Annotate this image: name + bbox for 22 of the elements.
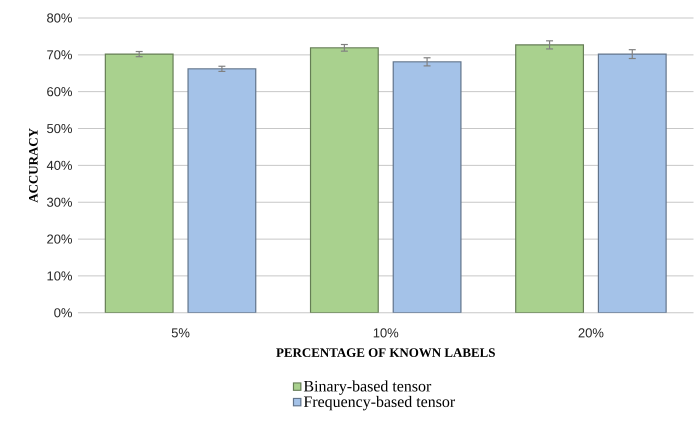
x-tick-label: 5% [172,328,190,338]
y-tick-label: 60% [47,87,72,96]
y-tick-label: 30% [47,198,72,207]
bar [187,68,256,313]
x-axis-title: PERCENTAGE OF KNOWN LABELS [276,348,495,358]
x-tick-label: 10% [374,328,398,338]
x-tick-label: 20% [578,328,604,338]
y-tick-label: 20% [47,234,72,244]
bar [515,44,584,313]
bar [310,47,379,313]
bar [104,54,174,313]
y-tick-label: 70% [47,50,72,60]
legend-label: Binary-based tensor [304,380,432,395]
y-tick-label: 40% [46,160,72,170]
legend-label: Frequency-based tensor [304,396,456,411]
y-tick-label: 0% [54,308,72,318]
y-tick-label: 80% [47,14,72,23]
bar [598,54,667,313]
y-tick-label: 10% [48,271,72,281]
y-tick-label: 50% [47,124,72,134]
bar [392,61,462,313]
y-axis-title: ACCURACY [28,128,38,203]
